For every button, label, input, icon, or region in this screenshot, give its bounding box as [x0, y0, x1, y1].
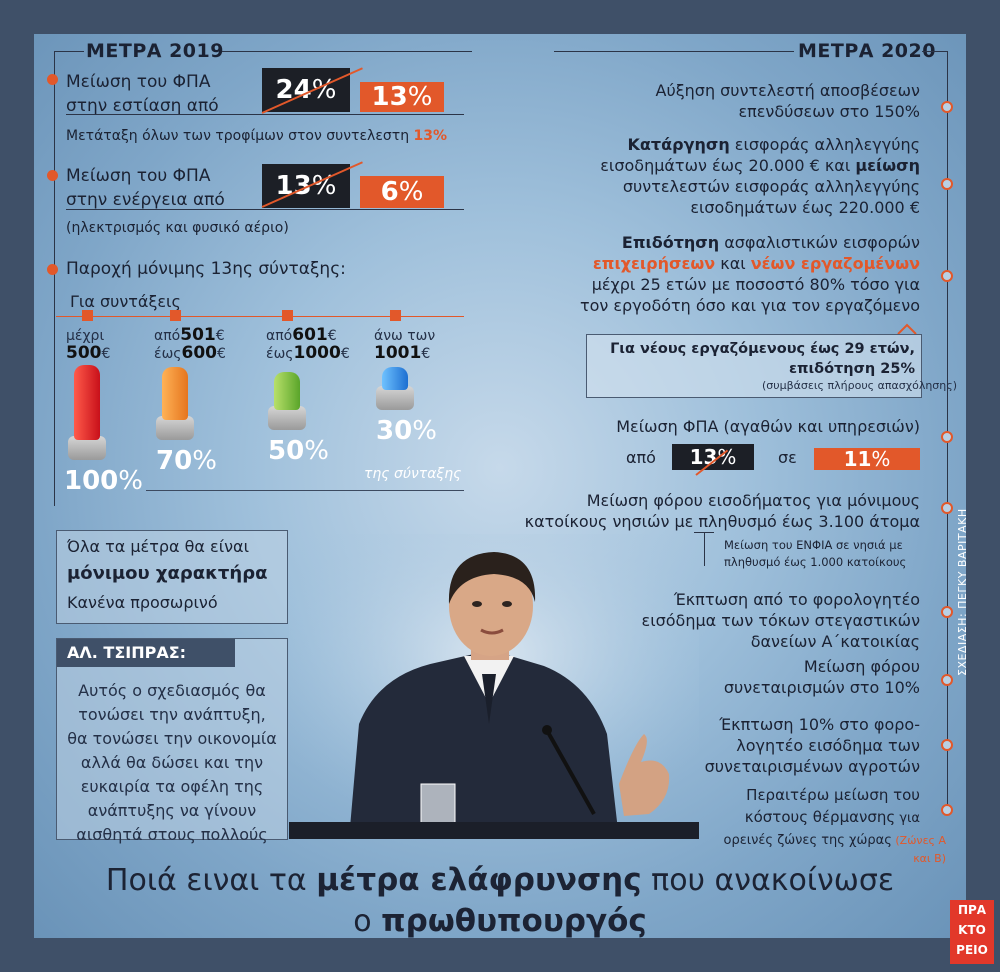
pension-percent: 50%: [268, 436, 329, 466]
quote-line: ανάπτυξης να γίνουν: [87, 801, 257, 820]
bullet-icon: [47, 170, 58, 181]
rule: [66, 114, 464, 115]
pension-bar-base: [268, 406, 306, 430]
header-2019: ΜΕΤΡΑ 2019: [86, 40, 224, 62]
pension-percent: 100%: [64, 466, 143, 496]
pension-bar: [162, 367, 188, 420]
permanent-l1: Όλα τα μέτρα θα είναι: [67, 537, 249, 556]
foods-note: Μετάταξη όλων των τροφίμων στον συντελεσ…: [66, 128, 448, 144]
rule: [694, 532, 714, 533]
measure-farmers: Έκπτωση 10% στο φορο-λογητέο εισόδημα τω…: [704, 715, 920, 776]
rule: [704, 532, 705, 566]
vat-goods-from-box: 13%: [672, 444, 754, 470]
pension-bar: [382, 367, 408, 390]
header-rule-right-a: [554, 51, 794, 52]
bullet-icon: [941, 674, 953, 686]
designer-credit: ΣΧΕΔΙΑΣΗ: ΠΕΓΚΥ ΒΑΡΙΤΑΚΗ: [956, 508, 969, 676]
bullet-icon: [47, 264, 58, 275]
bullet-icon: [941, 270, 953, 282]
permanent-l3: Κανένα προσωρινό: [67, 593, 218, 612]
measure-solidarity: Κατάργηση εισφοράς αλληλεγγύης εισοδημάτ…: [600, 135, 920, 217]
pension-percent: 70%: [156, 446, 217, 476]
young-l3: (συμβάσεις πλήρους απασχόλησης): [762, 379, 957, 392]
quote-line: ευκαιρία τα οφέλη της: [80, 777, 264, 796]
tier-label: μέχρι 500€: [66, 328, 111, 363]
young-l2: επιδότηση 25%: [788, 361, 915, 377]
vat-energy-text: Μείωση του ΦΠΑ στην ενέργεια από: [66, 164, 225, 212]
pension-percent: 30%: [376, 416, 437, 446]
pension-subtitle: Για συντάξεις: [70, 292, 181, 311]
pension-bar-base: [376, 386, 414, 410]
header-rule-left-a: [54, 51, 84, 52]
tier-marker: [390, 310, 401, 321]
vat-dining-to-box: 13%: [360, 82, 444, 112]
bullet-icon: [941, 431, 953, 443]
pension-title: Παροχή μόνιμης 13ης σύνταξης:: [66, 259, 346, 279]
quote-line: τονώσει την ανάπτυξη,: [78, 705, 266, 724]
header-rule-left-b: [222, 51, 472, 52]
vat-dining-l1: Μείωση του ΦΠΑ: [66, 72, 211, 92]
bullet-icon: [941, 178, 953, 190]
tier-marker: [282, 310, 293, 321]
header-rule-right-b: [922, 51, 947, 52]
vat-energy-l1: Μείωση του ΦΠΑ: [66, 166, 211, 186]
enfia-note: Μείωση του ΕΝΦΙΑ σε νησιά με πληθυσμό έως…: [724, 538, 907, 569]
tier-label: από501€ έως600€: [154, 325, 226, 363]
quote-box: ΑΛ. ΤΣΙΠΡΑΣ: Αυτός ο σχεδιασμός θα τονώσε…: [56, 638, 288, 844]
vat-goods-text: Μείωση ΦΠΑ (αγαθών και υπηρεσιών): [616, 417, 920, 436]
quote-line: θα τονώσει την οικονομία: [67, 729, 277, 748]
vat-goods-from-label: από: [626, 448, 656, 467]
measure-contributions: Επιδότηση ασφαλιστικών εισφορών επιχειρή…: [579, 233, 920, 315]
young-workers-box: Για νέους εργαζόμενους έως 29 ετών, επιδ…: [586, 334, 957, 398]
vat-dining-text: Μείωση του ΦΠΑ στην εστίαση από: [66, 70, 219, 118]
vat-goods-to-label: σε: [778, 448, 797, 467]
bullet-icon: [941, 101, 953, 113]
pension-bar-base: [68, 436, 106, 460]
pension-bar: [274, 372, 300, 410]
quote-line: αισθητά στους πολλούς: [76, 825, 268, 844]
vat-energy-note: (ηλεκτρισμός και φυσικό αέριο): [66, 220, 289, 236]
quote-name: ΑΛ. ΤΣΙΠΡΑΣ:: [57, 639, 235, 667]
pension-bar-base: [156, 416, 194, 440]
young-l1: Για νέους εργαζόμενους έως 29 ετών,: [610, 341, 915, 357]
tier-label: άνω των 1001€: [374, 328, 436, 363]
rule: [146, 490, 464, 491]
header-2020: ΜΕΤΡΑ 2020: [798, 40, 936, 62]
measure-heating: Περαιτέρω μείωση του κόστους θέρμανσης γ…: [723, 786, 946, 865]
permanent-l2: μόνιμου χαρακτήρα: [67, 563, 268, 584]
prime-minister-photo: [289, 534, 699, 839]
vat-energy-to-box: 6%: [360, 176, 444, 208]
bullet-icon: [47, 74, 58, 85]
caret-up-icon: [897, 323, 917, 335]
praktoreio-logo: ΠΡΑ ΚΤΟ ΡΕΙΟ: [950, 900, 994, 964]
main-title: Ποιά ειναι τα μέτρα ελάφρυνσης που ανακο…: [105, 862, 895, 938]
pension-rule: [56, 316, 464, 317]
bullet-icon: [941, 502, 953, 514]
tier-marker: [82, 310, 93, 321]
tier-label: από601€ έως1000€: [266, 325, 350, 363]
quote-line: αλλά θα δώσει και την: [80, 753, 264, 772]
bullet-icon: [941, 739, 953, 751]
tier-marker: [170, 310, 181, 321]
pension-footnote: της σύνταξης: [364, 466, 462, 482]
vat-dining-l2: στην εστίαση από: [66, 96, 219, 116]
vat-energy-l2: στην ενέργεια από: [66, 190, 225, 210]
pension-bar: [74, 365, 100, 440]
quote-line: Αυτός ο σχεδιασμός θα: [78, 681, 266, 700]
quote-text: Αυτός ο σχεδιασμός θα τονώσει την ανάπτυξ…: [57, 679, 287, 847]
measure-depreciation: Αύξηση συντελεστή αποσβέσεων επενδύσεων σ…: [655, 81, 920, 121]
left-vertical-rule: [54, 51, 55, 506]
measure-coops: Μείωση φόρου συνεταιρισμών στο 10%: [723, 657, 920, 697]
measure-mortgage: Έκπτωση από το φορολογητέο εισόδημα των τ…: [641, 590, 920, 651]
measure-islands: Μείωση φόρου εισοδήματος για μόνιμους κατ…: [524, 491, 920, 531]
bullet-icon: [941, 804, 953, 816]
vat-goods-to-box: 11%: [814, 448, 920, 470]
rule: [66, 209, 464, 210]
bullet-icon: [941, 606, 953, 618]
permanent-box: Όλα τα μέτρα θα είναι μόνιμου χαρακτήρα …: [56, 530, 288, 624]
infographic-panel: ΜΕΤΡΑ 2019 Μείωση του ΦΠΑ στην εστίαση α…: [34, 34, 966, 938]
